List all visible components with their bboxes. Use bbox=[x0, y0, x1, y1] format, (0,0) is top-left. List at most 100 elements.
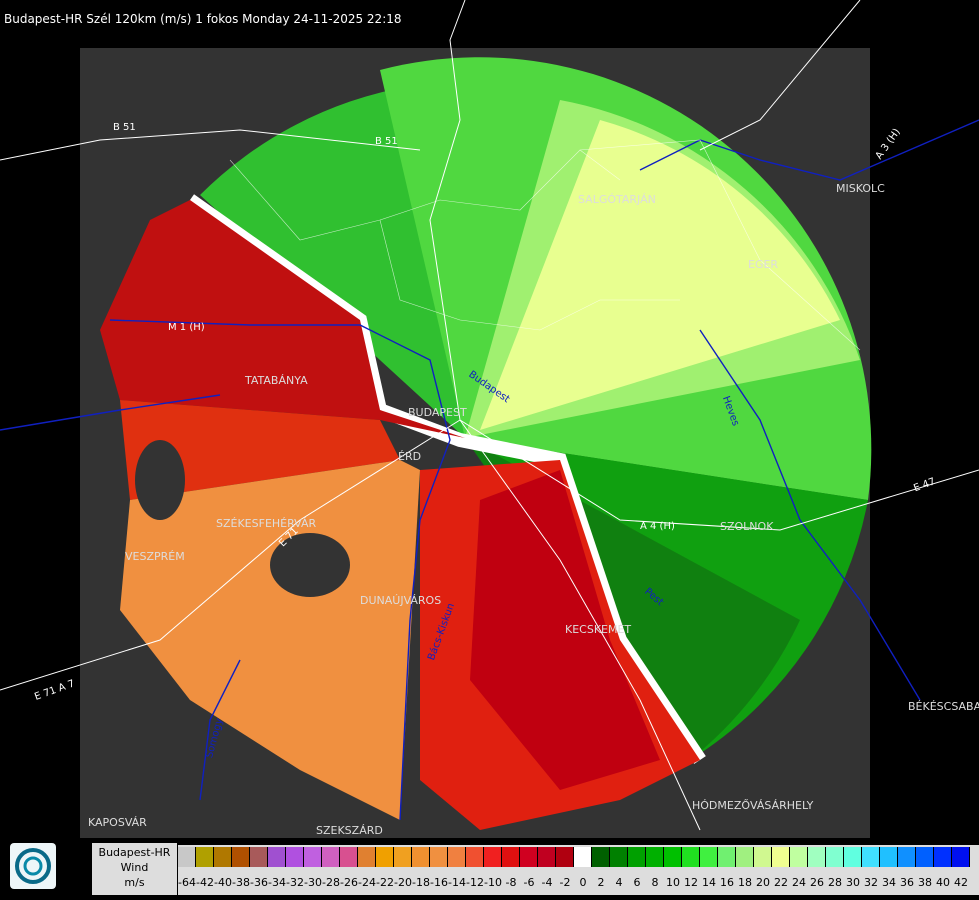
legend-swatch bbox=[340, 847, 358, 867]
legend-tick: 16 bbox=[718, 874, 736, 892]
legend-tick: -6 bbox=[520, 874, 538, 892]
legend-swatch bbox=[628, 847, 646, 867]
legend-tick: 0 bbox=[574, 874, 592, 892]
legend-tick: -24 bbox=[358, 874, 376, 892]
legend-tick: -4 bbox=[538, 874, 556, 892]
legend-swatch bbox=[772, 847, 790, 867]
legend-swatch bbox=[898, 847, 916, 867]
legend-swatch bbox=[448, 847, 466, 867]
legend-tick: -10 bbox=[484, 874, 502, 892]
road-lines bbox=[0, 0, 979, 831]
legend-tick: -20 bbox=[394, 874, 412, 892]
legend-tick: -40 bbox=[214, 874, 232, 892]
legend-tick: 12 bbox=[682, 874, 700, 892]
legend-swatch bbox=[952, 847, 970, 867]
legend-swatch bbox=[754, 847, 772, 867]
city-veszprem: VESZPRÉM bbox=[125, 550, 185, 563]
legend-tick: -64 bbox=[178, 874, 196, 892]
city-tatabanya: TATABÁNYA bbox=[244, 374, 308, 387]
legend-swatch bbox=[862, 847, 880, 867]
legend-unit: m/s bbox=[124, 876, 145, 889]
legend-swatch bbox=[322, 847, 340, 867]
city-hodmezovasarhely: HÓDMEZŐVÁSÁRHELY bbox=[692, 798, 814, 812]
city-dunaujvaros: DUNAÚJVÁROS bbox=[360, 594, 441, 607]
legend-tick: 38 bbox=[916, 874, 934, 892]
legend-tick: -2 bbox=[556, 874, 574, 892]
legend-tick: -30 bbox=[304, 874, 322, 892]
legend-tick: 14 bbox=[700, 874, 718, 892]
legend-swatch bbox=[394, 847, 412, 867]
radar-echo bbox=[100, 57, 872, 830]
river-lines bbox=[0, 119, 979, 821]
legend-tick: -12 bbox=[466, 874, 484, 892]
legend-swatch bbox=[484, 847, 502, 867]
legend-swatch bbox=[520, 847, 538, 867]
legend-swatch bbox=[466, 847, 484, 867]
legend-tick: -16 bbox=[430, 874, 448, 892]
legend-tick: 2 bbox=[592, 874, 610, 892]
legend-tick: 30 bbox=[844, 874, 862, 892]
legend-swatch bbox=[430, 847, 448, 867]
legend-swatch bbox=[232, 847, 250, 867]
legend-swatch bbox=[664, 847, 682, 867]
legend-tick: 22 bbox=[772, 874, 790, 892]
city-salgotarjan: SALGÓTARJÁN bbox=[578, 193, 656, 206]
legend-swatch bbox=[250, 847, 268, 867]
legend-tick: -32 bbox=[286, 874, 304, 892]
legend-station: Budapest-HR bbox=[98, 846, 171, 859]
legend-swatch bbox=[736, 847, 754, 867]
legend-swatch bbox=[880, 847, 898, 867]
legend-swatch bbox=[376, 847, 394, 867]
legend-tick: -34 bbox=[268, 874, 286, 892]
legend-swatch bbox=[790, 847, 808, 867]
legend-tick: 8 bbox=[646, 874, 664, 892]
road-a3h: A 3 (H) bbox=[874, 127, 903, 162]
legend-swatch bbox=[286, 847, 304, 867]
legend-tick: 32 bbox=[862, 874, 880, 892]
legend-swatches bbox=[178, 847, 970, 867]
legend-swatch bbox=[196, 847, 214, 867]
legend-swatch bbox=[538, 847, 556, 867]
legend-tick: 4 bbox=[610, 874, 628, 892]
legend-swatch bbox=[268, 847, 286, 867]
city-eger: EGER bbox=[748, 258, 778, 271]
legend-swatch bbox=[556, 847, 574, 867]
county-borders bbox=[229, 139, 861, 351]
legend-tick: 34 bbox=[880, 874, 898, 892]
legend-tick: -42 bbox=[196, 874, 214, 892]
legend-tick: 18 bbox=[736, 874, 754, 892]
city-kecskemet: KECSKEMÉT bbox=[565, 623, 631, 636]
radar-title: Budapest-HR Szél 120km (m/s) 1 fokos Mon… bbox=[4, 12, 402, 26]
legend-swatch bbox=[826, 847, 844, 867]
legend-swatch bbox=[808, 847, 826, 867]
legend-tick: -22 bbox=[376, 874, 394, 892]
legend-tick: 42 bbox=[952, 874, 970, 892]
legend-swatch bbox=[718, 847, 736, 867]
legend-tick: 36 bbox=[898, 874, 916, 892]
road-a4h: A 4 (H) bbox=[640, 521, 675, 532]
legend-swatch bbox=[844, 847, 862, 867]
legend-swatch bbox=[592, 847, 610, 867]
road-b51-east: B 51 bbox=[375, 136, 398, 147]
city-labels: SALGÓTARJÁN MISKOLC EGER TATABÁNYA BUDAP… bbox=[88, 182, 979, 837]
road-b51-west: B 51 bbox=[113, 122, 136, 133]
legend-tick: -38 bbox=[232, 874, 250, 892]
legend-tick: -36 bbox=[250, 874, 268, 892]
legend-title: Budapest-HR Wind m/s bbox=[92, 843, 177, 895]
legend-swatch bbox=[178, 847, 196, 867]
city-bekescsaba: BÉKÉSCSABA bbox=[908, 700, 979, 713]
legend-swatch bbox=[304, 847, 322, 867]
city-kaposvar: KAPOSVÁR bbox=[88, 816, 147, 829]
road-e47: E 47 bbox=[912, 476, 937, 494]
legend-tick: -28 bbox=[322, 874, 340, 892]
legend-swatch bbox=[358, 847, 376, 867]
legend-tick: 20 bbox=[754, 874, 772, 892]
legend-tick: 6 bbox=[628, 874, 646, 892]
legend-tick: -26 bbox=[340, 874, 358, 892]
legend-product: Wind bbox=[120, 861, 149, 874]
legend-swatch bbox=[934, 847, 952, 867]
legend-swatch bbox=[502, 847, 520, 867]
city-szekesfehervar: SZÉKESFEHÉRVÁR bbox=[216, 517, 317, 530]
legend-swatch bbox=[700, 847, 718, 867]
legend-swatch bbox=[916, 847, 934, 867]
